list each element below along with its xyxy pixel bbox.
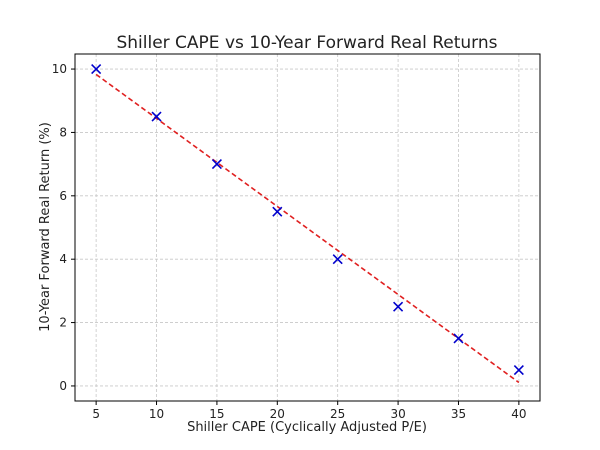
x-tick-label: 15	[209, 407, 224, 421]
y-tick-label: 0	[59, 379, 67, 393]
chart-title: Shiller CAPE vs 10-Year Forward Real Ret…	[116, 33, 497, 53]
data-point	[211, 159, 222, 170]
y-tick-label: 4	[59, 252, 67, 266]
trend-line-layer	[95, 73, 520, 384]
data-points	[91, 63, 524, 376]
x-tick-label: 20	[270, 407, 285, 421]
data-point	[272, 206, 283, 217]
y-axis: 0 2 4 6 8 10	[52, 62, 75, 393]
plot-area-frame	[74, 53, 541, 402]
x-tick-label: 10	[149, 407, 164, 421]
data-point	[513, 365, 524, 376]
x-tick-label: 35	[451, 407, 466, 421]
x-tick-label: 25	[330, 407, 345, 421]
grid	[75, 54, 540, 401]
trend-line	[95, 73, 520, 384]
x-axis: 5 10 15 20 25 30 35 40	[92, 401, 527, 421]
y-tick-label: 2	[59, 316, 67, 330]
x-tick-label: 5	[92, 407, 100, 421]
y-tick-label: 10	[52, 62, 67, 76]
x-tick-label: 30	[390, 407, 405, 421]
data-point	[393, 301, 404, 312]
data-point	[91, 63, 102, 75]
y-tick-label: 8	[59, 125, 67, 139]
data-point	[332, 254, 343, 265]
data-point	[453, 333, 464, 344]
y-tick-label: 6	[59, 189, 67, 203]
y-axis-label: 10-Year Forward Real Return (%)	[38, 122, 53, 332]
data-point	[151, 111, 162, 122]
x-tick-label: 40	[511, 407, 526, 421]
x-axis-label: Shiller CAPE (Cyclically Adjusted P/E)	[187, 420, 427, 435]
